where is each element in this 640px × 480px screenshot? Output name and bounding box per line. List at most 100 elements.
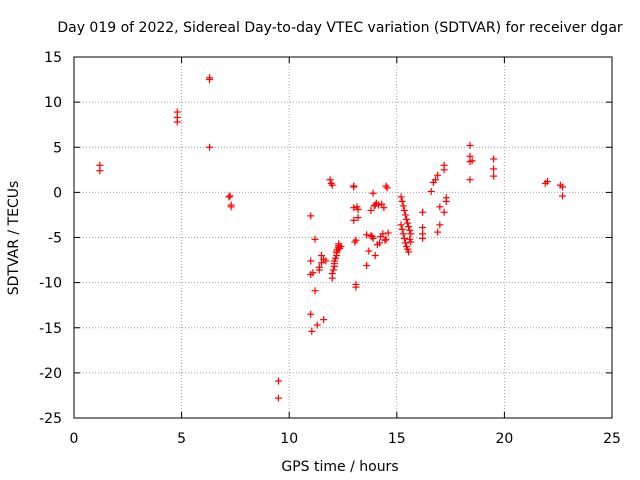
data-point bbox=[313, 321, 321, 329]
data-point bbox=[206, 143, 214, 151]
data-point bbox=[434, 171, 442, 179]
data-point bbox=[317, 252, 325, 260]
y-tick-label: -25 bbox=[39, 411, 62, 427]
data-point bbox=[328, 181, 336, 189]
data-point bbox=[352, 283, 360, 291]
data-point bbox=[337, 243, 345, 251]
data-point bbox=[227, 203, 235, 211]
y-tick-label: -15 bbox=[39, 321, 62, 337]
y-tick-label: -10 bbox=[39, 276, 62, 292]
data-point bbox=[173, 118, 181, 126]
data-point bbox=[400, 234, 408, 242]
data-point bbox=[315, 266, 323, 274]
data-point bbox=[378, 200, 386, 208]
data-point bbox=[307, 310, 315, 318]
data-point bbox=[350, 183, 358, 191]
data-point bbox=[559, 192, 567, 200]
data-point bbox=[363, 231, 371, 239]
data-point bbox=[405, 223, 413, 231]
x-tick-label: 10 bbox=[280, 431, 298, 447]
data-point bbox=[326, 176, 334, 184]
x-axis-label: GPS time / hours bbox=[281, 459, 398, 475]
data-point bbox=[379, 230, 387, 238]
data-point bbox=[274, 377, 282, 385]
data-point bbox=[559, 183, 567, 191]
data-point bbox=[352, 236, 360, 244]
data-point bbox=[307, 212, 315, 220]
data-point bbox=[367, 206, 375, 214]
data-point bbox=[402, 215, 410, 223]
data-point bbox=[328, 270, 336, 278]
data-point bbox=[401, 239, 409, 247]
y-axis-label: SDTVAR / TECUs bbox=[6, 181, 22, 296]
data-point bbox=[405, 248, 413, 256]
data-point bbox=[350, 204, 358, 212]
data-point bbox=[307, 257, 315, 265]
axis-ticks bbox=[73, 56, 613, 419]
tick-labels: 0 5 10 15 20 25 -25 -20 -15 -10 -5 0 5 10 15 bbox=[39, 50, 621, 447]
data-points bbox=[96, 74, 567, 402]
data-point bbox=[397, 221, 405, 229]
data-point bbox=[206, 76, 214, 84]
data-point bbox=[96, 167, 104, 175]
data-point bbox=[317, 259, 325, 267]
y-tick-label: -20 bbox=[39, 366, 62, 382]
data-point bbox=[427, 187, 435, 195]
data-point bbox=[440, 208, 448, 216]
y-tick-label: 10 bbox=[44, 95, 62, 111]
data-point bbox=[381, 236, 389, 244]
data-point bbox=[407, 230, 415, 238]
data-point bbox=[365, 247, 373, 255]
data-point bbox=[490, 172, 498, 180]
data-point bbox=[311, 235, 319, 243]
data-point bbox=[311, 287, 319, 295]
data-point bbox=[401, 211, 409, 219]
data-point bbox=[468, 157, 476, 165]
data-point bbox=[419, 224, 427, 232]
chart-title: Day 019 of 2022, Sidereal Day-to-day VTE… bbox=[57, 20, 623, 36]
data-point bbox=[226, 192, 234, 200]
data-point bbox=[466, 176, 474, 184]
grid-lines bbox=[74, 57, 612, 418]
data-point bbox=[225, 193, 233, 201]
data-point bbox=[383, 184, 391, 192]
data-point bbox=[432, 176, 440, 184]
data-point bbox=[369, 189, 377, 197]
data-point bbox=[406, 226, 414, 234]
data-point bbox=[398, 225, 406, 233]
data-point bbox=[322, 257, 330, 265]
x-tick-label: 20 bbox=[495, 431, 513, 447]
data-point bbox=[419, 208, 427, 216]
data-point bbox=[407, 238, 415, 246]
data-point bbox=[376, 239, 384, 247]
data-point bbox=[354, 206, 362, 214]
data-point bbox=[329, 266, 337, 274]
data-point bbox=[442, 194, 450, 202]
data-point bbox=[354, 214, 362, 222]
x-tick-label: 25 bbox=[603, 431, 621, 447]
data-point bbox=[382, 235, 390, 243]
data-point bbox=[380, 204, 388, 212]
data-point bbox=[436, 203, 444, 211]
x-tick-label: 0 bbox=[70, 431, 79, 447]
data-point bbox=[350, 216, 358, 224]
data-point bbox=[309, 269, 317, 277]
x-tick-label: 5 bbox=[177, 431, 186, 447]
y-tick-label: 5 bbox=[53, 140, 62, 156]
data-point bbox=[400, 206, 408, 214]
data-point bbox=[397, 193, 405, 201]
data-point bbox=[384, 229, 392, 237]
x-tick-label: 15 bbox=[388, 431, 406, 447]
y-tick-label: -5 bbox=[48, 231, 62, 247]
data-point bbox=[490, 155, 498, 163]
data-point bbox=[375, 201, 383, 209]
data-point bbox=[369, 234, 377, 242]
data-point bbox=[320, 316, 328, 324]
data-point bbox=[404, 219, 412, 227]
y-tick-label: 0 bbox=[53, 185, 62, 201]
data-point bbox=[371, 252, 379, 260]
data-point bbox=[399, 202, 407, 210]
data-point bbox=[398, 197, 406, 205]
